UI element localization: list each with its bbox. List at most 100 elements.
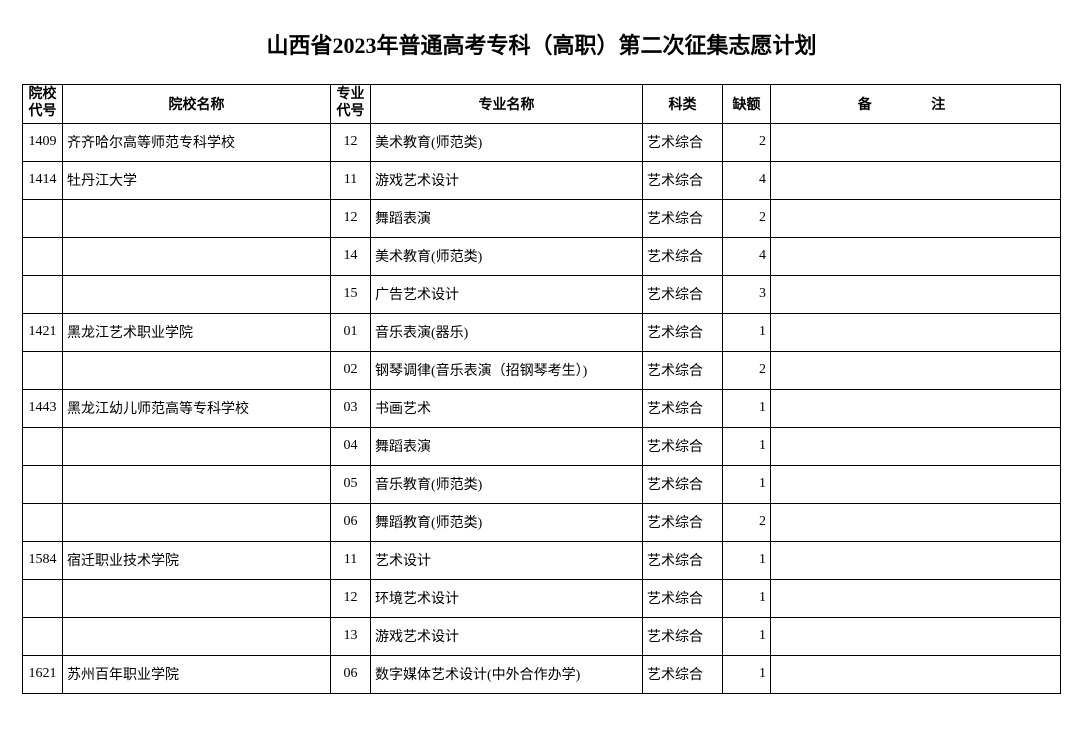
cell-school-name: 黑龙江幼儿师范高等专科学校 — [63, 389, 331, 427]
table-row: 13游戏艺术设计艺术综合1 — [23, 617, 1061, 655]
cell-major-name: 音乐教育(师范类) — [371, 465, 643, 503]
cell-remark — [771, 161, 1061, 199]
cell-major-name: 钢琴调律(音乐表演（招钢琴考生）) — [371, 351, 643, 389]
header-category: 科类 — [643, 85, 723, 124]
cell-shortage: 1 — [723, 427, 771, 465]
header-remark: 备 注 — [771, 85, 1061, 124]
cell-category: 艺术综合 — [643, 541, 723, 579]
cell-school-code — [23, 465, 63, 503]
table-row: 05音乐教育(师范类)艺术综合1 — [23, 465, 1061, 503]
table-row: 15广告艺术设计艺术综合3 — [23, 275, 1061, 313]
cell-category: 艺术综合 — [643, 655, 723, 693]
cell-school-code — [23, 427, 63, 465]
cell-school-code — [23, 351, 63, 389]
cell-remark — [771, 389, 1061, 427]
cell-category: 艺术综合 — [643, 389, 723, 427]
cell-major-name: 美术教育(师范类) — [371, 123, 643, 161]
cell-school-code: 1421 — [23, 313, 63, 351]
cell-remark — [771, 427, 1061, 465]
header-school-code: 院校代号 — [23, 85, 63, 124]
cell-remark — [771, 237, 1061, 275]
cell-shortage: 3 — [723, 275, 771, 313]
cell-major-code: 04 — [331, 427, 371, 465]
cell-school-code — [23, 617, 63, 655]
cell-shortage: 2 — [723, 503, 771, 541]
cell-school-name — [63, 617, 331, 655]
cell-major-code: 11 — [331, 161, 371, 199]
cell-school-name — [63, 237, 331, 275]
cell-category: 艺术综合 — [643, 123, 723, 161]
cell-major-code: 06 — [331, 503, 371, 541]
cell-major-code: 01 — [331, 313, 371, 351]
cell-school-name — [63, 351, 331, 389]
cell-major-name: 游戏艺术设计 — [371, 161, 643, 199]
cell-shortage: 2 — [723, 123, 771, 161]
cell-school-name — [63, 465, 331, 503]
cell-remark — [771, 313, 1061, 351]
cell-category: 艺术综合 — [643, 579, 723, 617]
cell-major-name: 书画艺术 — [371, 389, 643, 427]
document-title: 山西省2023年普通高考专科（高职）第二次征集志愿计划 — [22, 28, 1061, 60]
table-row: 1409齐齐哈尔高等师范专科学校12美术教育(师范类)艺术综合2 — [23, 123, 1061, 161]
table-row: 1584宿迁职业技术学院11艺术设计艺术综合1 — [23, 541, 1061, 579]
cell-school-name — [63, 503, 331, 541]
cell-shortage: 1 — [723, 655, 771, 693]
table-row: 04舞蹈表演艺术综合1 — [23, 427, 1061, 465]
cell-school-code: 1409 — [23, 123, 63, 161]
table-row: 1621苏州百年职业学院06数字媒体艺术设计(中外合作办学)艺术综合1 — [23, 655, 1061, 693]
cell-major-name: 音乐表演(器乐) — [371, 313, 643, 351]
cell-school-code: 1584 — [23, 541, 63, 579]
cell-remark — [771, 541, 1061, 579]
cell-remark — [771, 655, 1061, 693]
cell-shortage: 4 — [723, 161, 771, 199]
cell-major-code: 12 — [331, 579, 371, 617]
cell-school-name: 宿迁职业技术学院 — [63, 541, 331, 579]
table-row: 1443黑龙江幼儿师范高等专科学校03书画艺术艺术综合1 — [23, 389, 1061, 427]
cell-school-code — [23, 275, 63, 313]
cell-school-code — [23, 199, 63, 237]
cell-category: 艺术综合 — [643, 313, 723, 351]
cell-remark — [771, 351, 1061, 389]
cell-school-name: 牡丹江大学 — [63, 161, 331, 199]
table-row: 02钢琴调律(音乐表演（招钢琴考生）)艺术综合2 — [23, 351, 1061, 389]
cell-category: 艺术综合 — [643, 465, 723, 503]
cell-major-code: 03 — [331, 389, 371, 427]
cell-major-code: 15 — [331, 275, 371, 313]
cell-school-name: 黑龙江艺术职业学院 — [63, 313, 331, 351]
cell-remark — [771, 465, 1061, 503]
cell-shortage: 1 — [723, 541, 771, 579]
cell-shortage: 1 — [723, 389, 771, 427]
cell-school-code — [23, 503, 63, 541]
cell-major-name: 游戏艺术设计 — [371, 617, 643, 655]
cell-school-code: 1414 — [23, 161, 63, 199]
cell-school-name: 苏州百年职业学院 — [63, 655, 331, 693]
cell-school-code: 1443 — [23, 389, 63, 427]
cell-category: 艺术综合 — [643, 275, 723, 313]
cell-remark — [771, 617, 1061, 655]
table-row: 12舞蹈表演艺术综合2 — [23, 199, 1061, 237]
cell-category: 艺术综合 — [643, 617, 723, 655]
cell-category: 艺术综合 — [643, 503, 723, 541]
cell-school-name — [63, 427, 331, 465]
cell-category: 艺术综合 — [643, 199, 723, 237]
table-row: 06舞蹈教育(师范类)艺术综合2 — [23, 503, 1061, 541]
cell-school-name — [63, 275, 331, 313]
cell-remark — [771, 123, 1061, 161]
cell-major-name: 舞蹈表演 — [371, 199, 643, 237]
cell-major-code: 05 — [331, 465, 371, 503]
cell-shortage: 2 — [723, 199, 771, 237]
cell-school-code — [23, 237, 63, 275]
table-body: 1409齐齐哈尔高等师范专科学校12美术教育(师范类)艺术综合21414牡丹江大… — [23, 123, 1061, 693]
cell-remark — [771, 275, 1061, 313]
cell-shortage: 1 — [723, 465, 771, 503]
cell-major-code: 12 — [331, 123, 371, 161]
cell-shortage: 1 — [723, 313, 771, 351]
table-row: 1421黑龙江艺术职业学院01音乐表演(器乐)艺术综合1 — [23, 313, 1061, 351]
cell-major-code: 12 — [331, 199, 371, 237]
cell-school-name — [63, 199, 331, 237]
table-row: 14美术教育(师范类)艺术综合4 — [23, 237, 1061, 275]
cell-category: 艺术综合 — [643, 161, 723, 199]
header-major-code: 专业代号 — [331, 85, 371, 124]
cell-major-name: 广告艺术设计 — [371, 275, 643, 313]
header-shortage: 缺额 — [723, 85, 771, 124]
